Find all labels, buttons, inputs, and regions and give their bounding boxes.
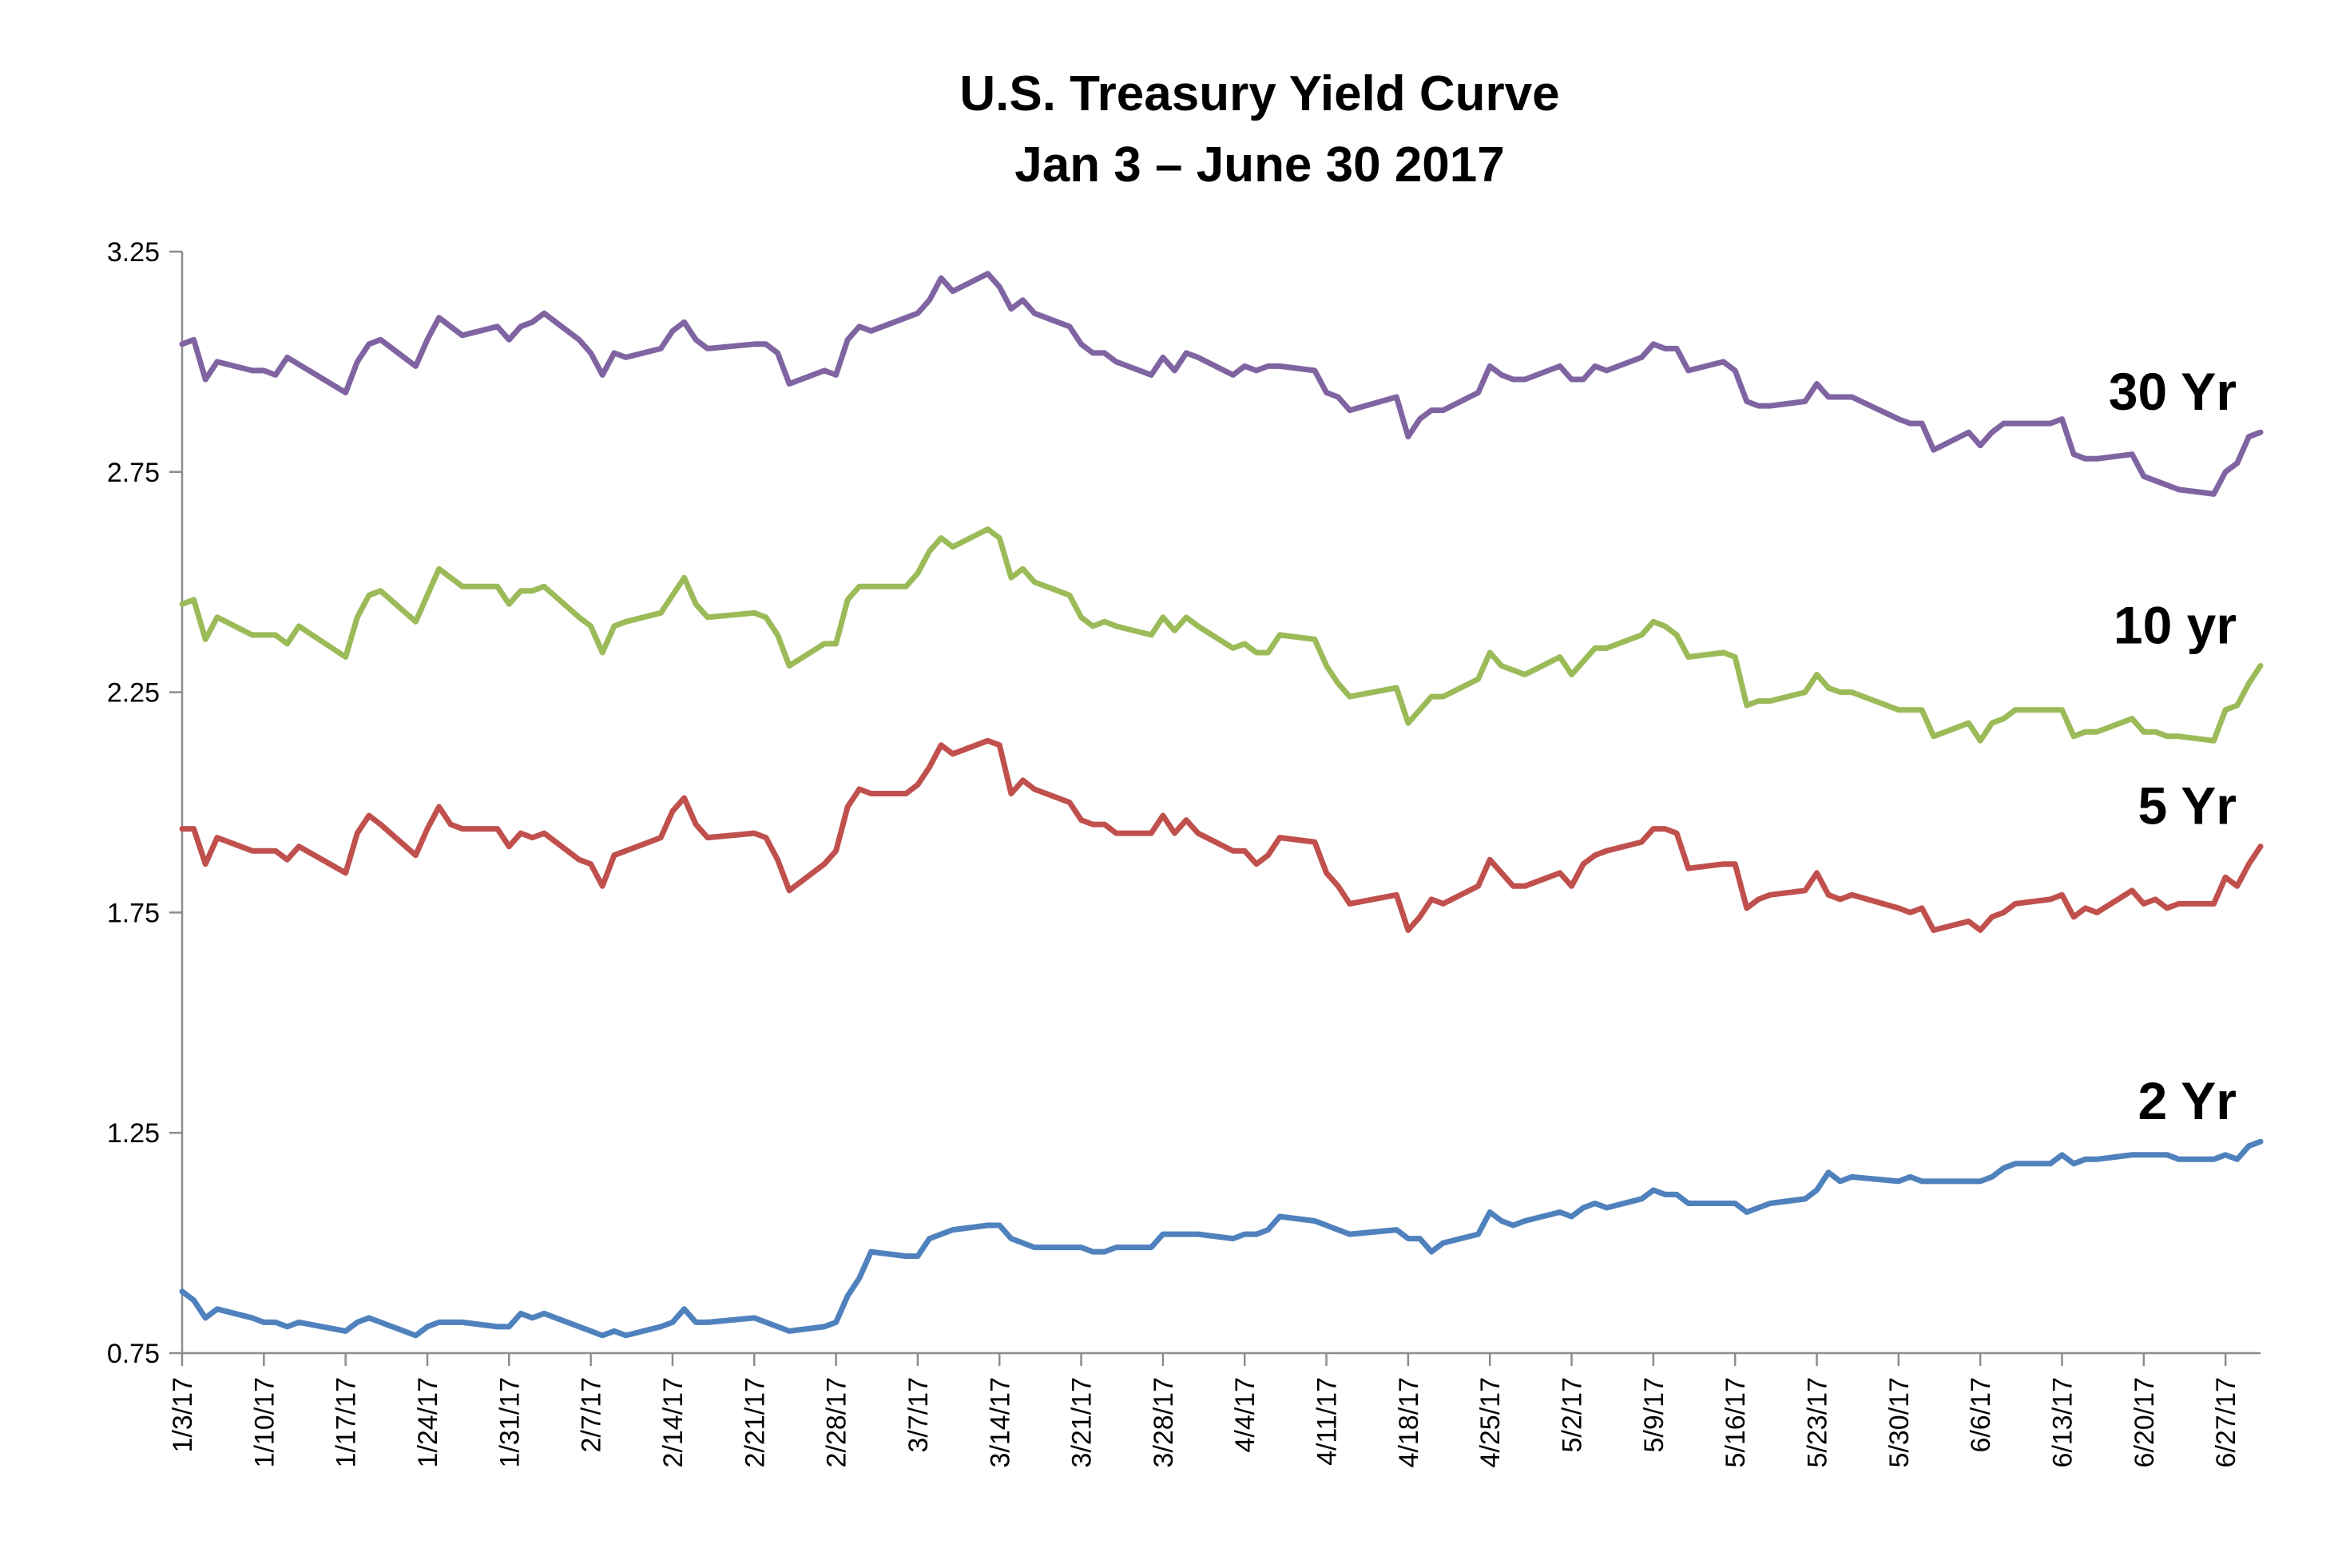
series-line-2-yr xyxy=(179,1138,2264,1339)
series-line-10-yr xyxy=(179,526,2264,744)
y-tick-label: 2.75 xyxy=(107,458,160,488)
x-tick-label: 1/31/17 xyxy=(494,1377,525,1467)
x-tick-label: 1/3/17 xyxy=(168,1377,198,1453)
series-line-30-yr xyxy=(179,271,2264,497)
x-tick-label: 3/28/17 xyxy=(1149,1377,1179,1467)
y-tick-label: 3.25 xyxy=(107,237,160,268)
plot-series xyxy=(179,271,2264,1339)
x-tick-label: 1/17/17 xyxy=(331,1377,362,1467)
x-tick-label: 3/7/17 xyxy=(903,1377,934,1453)
series-label-2-yr: 2 Yr xyxy=(2138,1071,2237,1130)
chart-title: U.S. Treasury Yield Curve xyxy=(959,66,1559,121)
x-tick-label: 2/14/17 xyxy=(658,1377,689,1467)
chart-subtitle: Jan 3 – June 30 2017 xyxy=(1014,137,1505,193)
x-tick-label: 5/23/17 xyxy=(1803,1377,1833,1467)
x-tick-label: 5/16/17 xyxy=(1721,1377,1751,1467)
x-tick-label: 1/10/17 xyxy=(249,1377,280,1467)
x-tick-label: 5/2/17 xyxy=(1558,1377,1588,1453)
x-tick-label: 5/9/17 xyxy=(1639,1377,1669,1453)
x-axis: 1/3/17 1/10/17 1/17/17 1/24/17 1/31/17 2/7/17… xyxy=(168,1352,2261,1467)
x-tick-label: 2/21/17 xyxy=(740,1377,770,1467)
series-labels: 30 Yr 10 yr 5 Yr 2 Yr xyxy=(2109,362,2237,1130)
x-tick-label: 6/6/17 xyxy=(1966,1377,1996,1453)
x-tick-label: 2/28/17 xyxy=(822,1377,852,1467)
x-tick-label: 5/30/17 xyxy=(1884,1377,1915,1467)
x-tick-label: 6/13/17 xyxy=(2047,1377,2078,1467)
series-label-5-yr: 5 Yr xyxy=(2138,776,2237,836)
y-tick-label: 0.75 xyxy=(107,1339,160,1369)
y-tick-label: 2.25 xyxy=(107,678,160,709)
x-tick-label: 3/14/17 xyxy=(985,1377,1015,1467)
x-tick-label: 1/24/17 xyxy=(413,1377,443,1467)
y-tick-label: 1.25 xyxy=(107,1118,160,1149)
x-tick-label: 4/18/17 xyxy=(1394,1377,1424,1467)
x-tick-label: 2/7/17 xyxy=(577,1377,607,1453)
series-label-10-yr: 10 yr xyxy=(2114,596,2237,655)
x-tick-label: 4/4/17 xyxy=(1230,1377,1260,1453)
y-axis: 3.25 2.75 2.25 1.75 1.25 0.75 xyxy=(107,237,184,1369)
x-tick-label: 6/20/17 xyxy=(2130,1377,2160,1467)
series-line-5-yr xyxy=(179,737,2264,933)
x-tick-label: 4/11/17 xyxy=(1312,1377,1343,1466)
x-tick-label: 6/27/17 xyxy=(2211,1377,2241,1467)
x-tick-label: 4/25/17 xyxy=(1475,1377,1506,1467)
series-label-30-yr: 30 Yr xyxy=(2109,362,2237,421)
y-tick-label: 1.75 xyxy=(107,898,160,928)
x-tick-label: 3/21/17 xyxy=(1067,1377,1098,1467)
